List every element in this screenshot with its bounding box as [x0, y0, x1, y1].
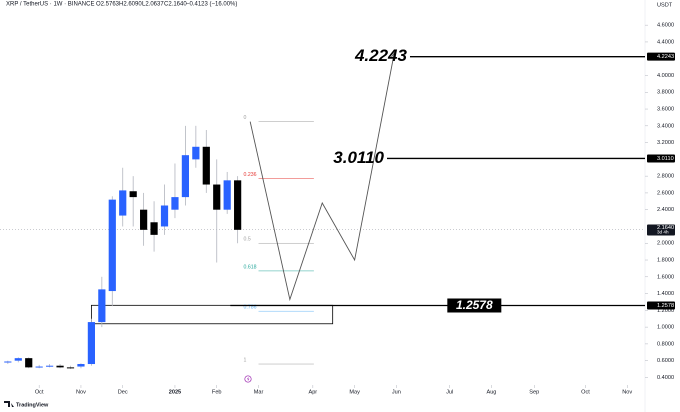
level-tag	[647, 154, 675, 163]
y-tick-label: 3.8000	[657, 90, 674, 96]
candle-body	[234, 180, 242, 230]
y-tick-label: 2.0000	[657, 241, 674, 247]
fib-label: 0.236	[244, 172, 257, 178]
candle-body	[171, 197, 179, 210]
y-tick-label: 3.6000	[657, 107, 674, 113]
candle-body	[77, 364, 85, 367]
candle-body	[35, 366, 43, 368]
x-tick-label: Sep	[529, 389, 539, 395]
x-tick-label: Oct	[35, 389, 44, 395]
projection-path	[249, 52, 395, 302]
x-tick-label: Mar	[254, 389, 264, 395]
arrow-head	[390, 51, 397, 59]
x-tick-label: Dec	[118, 389, 128, 395]
last-price-tag	[647, 224, 675, 236]
candle-body	[129, 191, 137, 198]
candle-body	[119, 190, 127, 216]
level-label: 4.2243	[354, 46, 408, 65]
level-tag	[647, 301, 675, 310]
y-tick-label: 1.0000	[657, 325, 674, 331]
candle-body	[150, 222, 158, 235]
candle-body	[4, 361, 12, 363]
logo: TradingView	[4, 401, 49, 408]
candle-body	[108, 199, 116, 292]
fib-label: 0.618	[244, 264, 257, 270]
fib-label: 0.5	[244, 237, 251, 243]
demand-zone	[90, 304, 334, 325]
x-tick-label: Aug	[486, 389, 496, 395]
y-tick-label: 1.2000	[657, 308, 674, 314]
header-low: L2.0637	[142, 2, 164, 8]
level-box	[447, 298, 502, 313]
y-tick-label: 1.8000	[657, 258, 674, 264]
event-icon	[244, 375, 252, 383]
y-tick-label: 2.4000	[657, 207, 674, 213]
candle-body	[181, 155, 190, 198]
candle-body	[56, 365, 64, 368]
x-tick-label: Nov	[622, 389, 632, 395]
candle-body	[213, 184, 221, 210]
x-tick-label: May	[349, 389, 360, 395]
y-tick-label: 0.6000	[657, 358, 674, 364]
x-tick-label: 2025	[169, 389, 181, 395]
header-symbol: XRP / TetherUS · 1W · BINANCE	[6, 2, 94, 8]
level-label: 1.2578	[456, 298, 493, 312]
header-open: O2.5763	[96, 2, 120, 8]
level-tag-label: 4.2243	[657, 54, 674, 60]
candle-body	[87, 322, 95, 365]
candle-body	[223, 180, 231, 210]
y-tick-label: 0.4000	[657, 375, 674, 381]
header-change: −0.4123 (−16.00%)	[186, 2, 237, 8]
level-tag	[647, 52, 675, 61]
y-tick-label: 4.6000	[657, 23, 674, 29]
candle-body	[160, 205, 169, 227]
y-tick-label: 2.6000	[657, 190, 674, 196]
level-tag-label: 3.0110	[657, 156, 674, 162]
fib-label: 1	[244, 357, 247, 363]
y-tick-label: 0.8000	[657, 341, 674, 347]
fib-label: 0.786	[244, 305, 257, 311]
y-tick-label: 3.4000	[657, 123, 674, 129]
currency: USDT	[657, 2, 673, 8]
candle-body	[14, 358, 22, 361]
candle-body	[140, 209, 148, 230]
y-tick-label: 2.8000	[657, 174, 674, 180]
header-high: H2.6090	[119, 2, 142, 8]
y-tick-label: 4.0000	[657, 73, 674, 79]
x-tick-label: Feb	[212, 389, 222, 395]
x-tick-label: Jun	[392, 389, 401, 395]
brand: TradingView	[16, 402, 49, 408]
y-tick-label: 3.2000	[657, 140, 674, 146]
candle-body	[98, 289, 106, 323]
level-label: 3.0110	[333, 148, 384, 167]
candle-body	[66, 367, 75, 369]
x-tick-label: Jul	[446, 389, 453, 395]
header-close: C2.1640	[164, 2, 187, 8]
y-tick-label: 1.4000	[657, 291, 674, 297]
x-tick-label: Nov	[76, 389, 86, 395]
x-tick-label: Oct	[581, 389, 590, 395]
level-tag-label: 1.2578	[657, 303, 674, 309]
countdown: 3d 4h	[657, 230, 669, 235]
candle-body	[202, 146, 210, 185]
candle-body	[192, 146, 200, 160]
candle-body	[46, 365, 54, 367]
fib-label: 0	[244, 115, 247, 121]
y-tick-label: 1.6000	[657, 274, 674, 280]
last-price-label: 2.1640	[657, 225, 674, 231]
candle-body	[25, 358, 33, 368]
y-tick-label: 4.4000	[657, 39, 674, 45]
x-tick-label: Apr	[308, 389, 317, 395]
